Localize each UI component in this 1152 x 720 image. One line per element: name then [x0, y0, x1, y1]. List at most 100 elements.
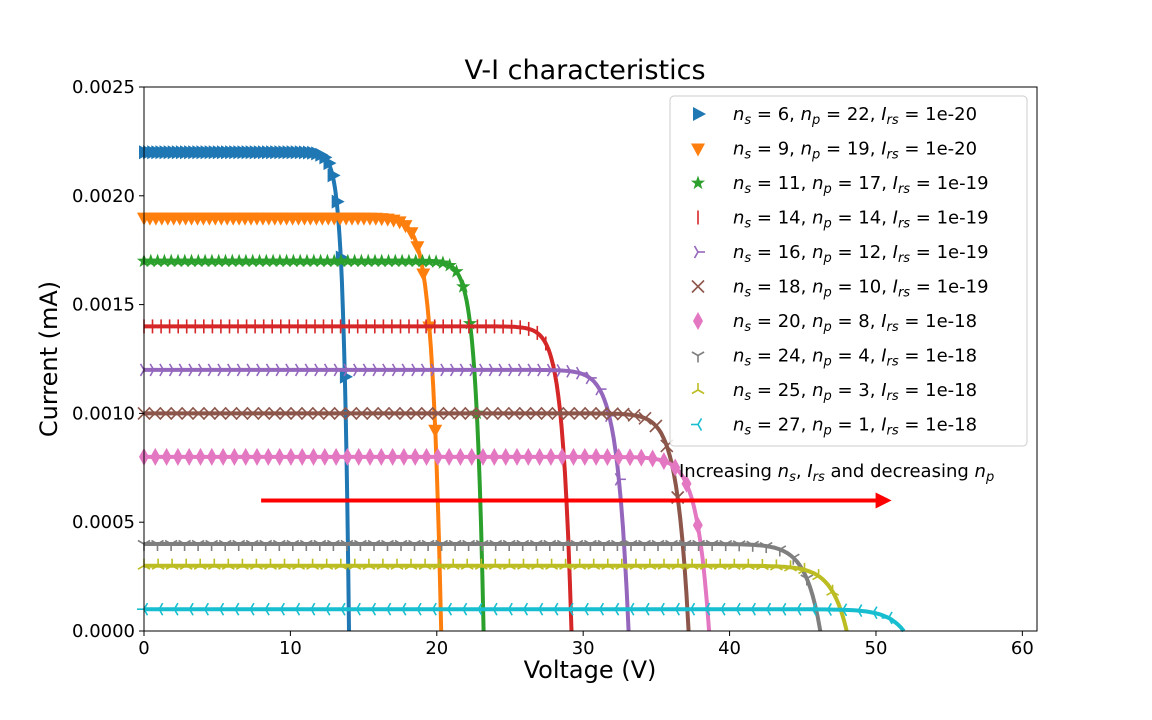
- data-point-ns25: [685, 558, 699, 570]
- data-point-ns18: [170, 406, 184, 420]
- data-point-ns24: [340, 539, 354, 551]
- data-point-ns20: [172, 447, 183, 466]
- data-point-ns25: [657, 558, 671, 570]
- data-point-ns9: [392, 216, 407, 230]
- data-point-ns18: [562, 406, 576, 420]
- data-point-ns18: [366, 406, 380, 420]
- data-point-ns24: [543, 539, 557, 551]
- data-point-ns11: [252, 253, 267, 268]
- data-point-ns25: [376, 558, 390, 570]
- ticks-layer: 0 10 20 30 40 50 60 0.0000 0.0005 0.0010 0.0015 0.0…: [72, 77, 1034, 659]
- data-point-ns27: [775, 602, 787, 616]
- data-point-ns27: [516, 602, 529, 616]
- data-point-ns20: [206, 447, 217, 466]
- data-point-ns9: [398, 220, 413, 234]
- data-point-ns24: [719, 539, 733, 552]
- y-tick-label: 0.0025: [72, 77, 135, 98]
- data-point-ns27: [258, 602, 270, 616]
- data-point-ns24: [151, 539, 164, 551]
- data-point-ns24: [786, 553, 800, 565]
- data-point-ns25: [826, 584, 840, 596]
- data-point-ns24: [678, 539, 692, 551]
- data-point-ns16: [353, 363, 365, 377]
- data-point-ns18: [420, 406, 434, 420]
- legend-label: ns = 20, np = 8, Irs = 1e-18: [733, 311, 977, 335]
- data-point-ns20: [252, 447, 262, 466]
- data-point-ns25: [699, 558, 713, 570]
- data-point-ns24: [286, 539, 300, 551]
- data-point-ns18: [453, 406, 467, 420]
- data-point-ns20: [308, 447, 319, 466]
- data-point-ns25: [713, 558, 727, 570]
- data-point-ns24: [245, 539, 259, 551]
- series-ns11: [136, 253, 486, 632]
- data-point-ns18: [159, 406, 173, 420]
- data-point-ns25: [531, 558, 544, 570]
- data-point-ns9: [404, 227, 419, 241]
- data-point-ns11: [143, 253, 158, 268]
- legend-entry-ns6: ns = 6, np = 22, Irs = 1e-20: [693, 104, 977, 128]
- data-point-ns20: [410, 447, 421, 466]
- data-point-ns25: [165, 558, 179, 570]
- data-point-ns18: [529, 406, 543, 420]
- data-point-ns24: [610, 539, 624, 551]
- data-point-ns11: [449, 264, 464, 278]
- data-point-ns24: [218, 539, 232, 551]
- data-point-ns24: [326, 539, 340, 551]
- data-point-ns16: [517, 363, 529, 377]
- data-point-ns27: [592, 602, 605, 616]
- data-point-ns27: [790, 602, 802, 616]
- data-point-ns20: [421, 447, 432, 466]
- data-point-ns24: [800, 574, 814, 586]
- data-point-ns25: [601, 558, 615, 570]
- data-point-ns16: [469, 363, 481, 377]
- data-point-ns11: [150, 253, 165, 268]
- data-point-ns16: [207, 363, 219, 377]
- data-point-ns16: [527, 363, 539, 377]
- data-point-ns18: [518, 406, 532, 420]
- data-point-ns16: [217, 363, 229, 377]
- data-point-ns11: [265, 253, 281, 268]
- data-point-ns25: [348, 558, 362, 570]
- data-point-ns25: [755, 559, 769, 571]
- data-point-ns11: [456, 279, 471, 293]
- data-point-ns25: [671, 558, 685, 570]
- data-point-ns27: [668, 602, 680, 616]
- legend-label: ns = 14, np = 14, Irs = 1e-19: [733, 208, 989, 232]
- data-point-ns18: [431, 406, 445, 420]
- data-point-ns25: [615, 558, 629, 570]
- data-point-ns20: [387, 447, 398, 466]
- data-point-ns20: [602, 448, 613, 466]
- data-point-ns25: [362, 558, 376, 570]
- data-point-ns11: [231, 253, 247, 268]
- data-point-ns25: [278, 558, 291, 570]
- data-point-ns27: [410, 602, 422, 616]
- data-point-ns24: [651, 539, 665, 551]
- data-point-ns16: [362, 363, 374, 377]
- data-point-ns27: [319, 602, 331, 616]
- legend-label: ns = 11, np = 17, Irs = 1e-19: [733, 173, 989, 197]
- data-point-ns25: [446, 558, 460, 570]
- data-point-ns16: [149, 363, 161, 377]
- data-point-ns27: [228, 602, 240, 616]
- data-point-ns27: [167, 602, 179, 616]
- series-ns24: [137, 539, 823, 632]
- data-point-ns25: [179, 558, 193, 570]
- data-point-ns11: [333, 253, 349, 268]
- data-point-ns20: [331, 447, 342, 466]
- data-point-ns24: [353, 539, 367, 551]
- data-point-ns27: [364, 602, 377, 616]
- legend-entry-ns11: ns = 11, np = 17, Irs = 1e-19: [690, 173, 989, 197]
- data-point-ns18: [279, 406, 293, 420]
- series-line-ns27: [144, 607, 906, 633]
- data-point-ns24: [394, 539, 408, 551]
- data-point-ns20: [398, 447, 409, 466]
- data-point-ns16: [546, 363, 558, 377]
- data-point-ns24: [583, 539, 597, 551]
- data-point-ns20: [240, 447, 251, 466]
- data-point-ns25: [390, 558, 404, 570]
- legend-marker: [693, 107, 706, 121]
- legend-label: ns = 9, np = 19, Irs = 1e-20: [733, 139, 977, 163]
- data-point-ns27: [304, 602, 316, 616]
- data-point-ns16: [246, 363, 258, 377]
